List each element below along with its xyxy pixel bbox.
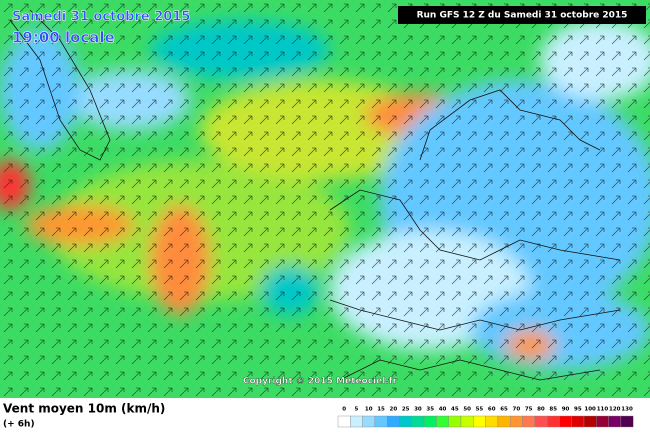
legend-swatch	[473, 415, 486, 428]
legend-swatch	[546, 415, 560, 428]
legend-tick-label: 50	[463, 407, 471, 413]
legend-tick-label: 35	[426, 407, 434, 413]
legend-swatch	[522, 415, 536, 428]
legend-tick-label: 60	[488, 407, 496, 413]
legend-tick-label: 25	[402, 407, 410, 413]
legend-tick-label: 15	[377, 407, 385, 413]
legend-swatch	[620, 415, 634, 428]
legend-swatch	[571, 415, 585, 428]
legend: 0 5 10 15 20 25 30 35 40 45 50 55 60 65 70 75 80 85 90 95 10…	[337, 407, 634, 428]
legend-tick-label: 85	[549, 407, 557, 413]
legend-tick-label: 75	[525, 407, 533, 413]
legend-swatch	[337, 415, 351, 428]
legend-swatch	[374, 415, 388, 428]
footer-subtitle: (+ 6h)	[3, 420, 35, 430]
legend-tick-label: 120	[609, 407, 621, 413]
legend-tick-label: 110	[597, 407, 609, 413]
legend-swatch	[362, 415, 376, 428]
legend-tick-label: 40	[439, 407, 447, 413]
legend-tick-label: 95	[574, 407, 582, 413]
legend-swatch	[596, 415, 609, 428]
date-label: Samedi 31 octobre 2015	[12, 10, 190, 25]
footer-title: Vent moyen 10m (km/h)	[3, 402, 165, 416]
legend-swatch	[436, 415, 449, 428]
legend-tick-label: 55	[476, 407, 484, 413]
legend-swatch	[399, 415, 413, 428]
legend-swatch	[423, 415, 437, 428]
legend-tick-label: 45	[451, 407, 459, 413]
time-label: 19:00 locale	[12, 29, 115, 47]
legend-tick-label: 5	[355, 407, 359, 413]
legend-swatch	[510, 415, 523, 428]
legend-swatch	[350, 415, 363, 428]
legend-tick-label: 90	[562, 407, 570, 413]
legend-tick-label: 65	[500, 407, 508, 413]
legend-swatch	[583, 415, 597, 428]
legend-swatch	[387, 415, 400, 428]
map: Run GFS 12 Z du Samedi 31 octobre 2015 S…	[0, 0, 650, 398]
legend-tick-label: 80	[537, 407, 545, 413]
legend-swatch	[559, 415, 572, 428]
legend-swatch	[497, 415, 511, 428]
legend-swatch	[485, 415, 499, 428]
legend-tick-label: 0	[342, 407, 346, 413]
legend-tick-label: 130	[621, 407, 633, 413]
copyright: Copyright © 2015 Meteociel.fr	[243, 377, 398, 387]
legend-swatch	[460, 415, 474, 428]
legend-swatch	[411, 415, 425, 428]
legend-tick-label: 20	[390, 407, 398, 413]
legend-swatch	[448, 415, 462, 428]
legend-swatch	[608, 415, 622, 428]
legend-tick-label: 30	[414, 407, 422, 413]
legend-swatch	[534, 415, 548, 428]
legend-tick-label: 100	[584, 407, 596, 413]
run-label: Run GFS 12 Z du Samedi 31 octobre 2015	[417, 11, 628, 21]
legend-tick-label: 10	[365, 407, 373, 413]
run-box	[398, 6, 646, 24]
legend-tick-label: 70	[513, 407, 521, 413]
